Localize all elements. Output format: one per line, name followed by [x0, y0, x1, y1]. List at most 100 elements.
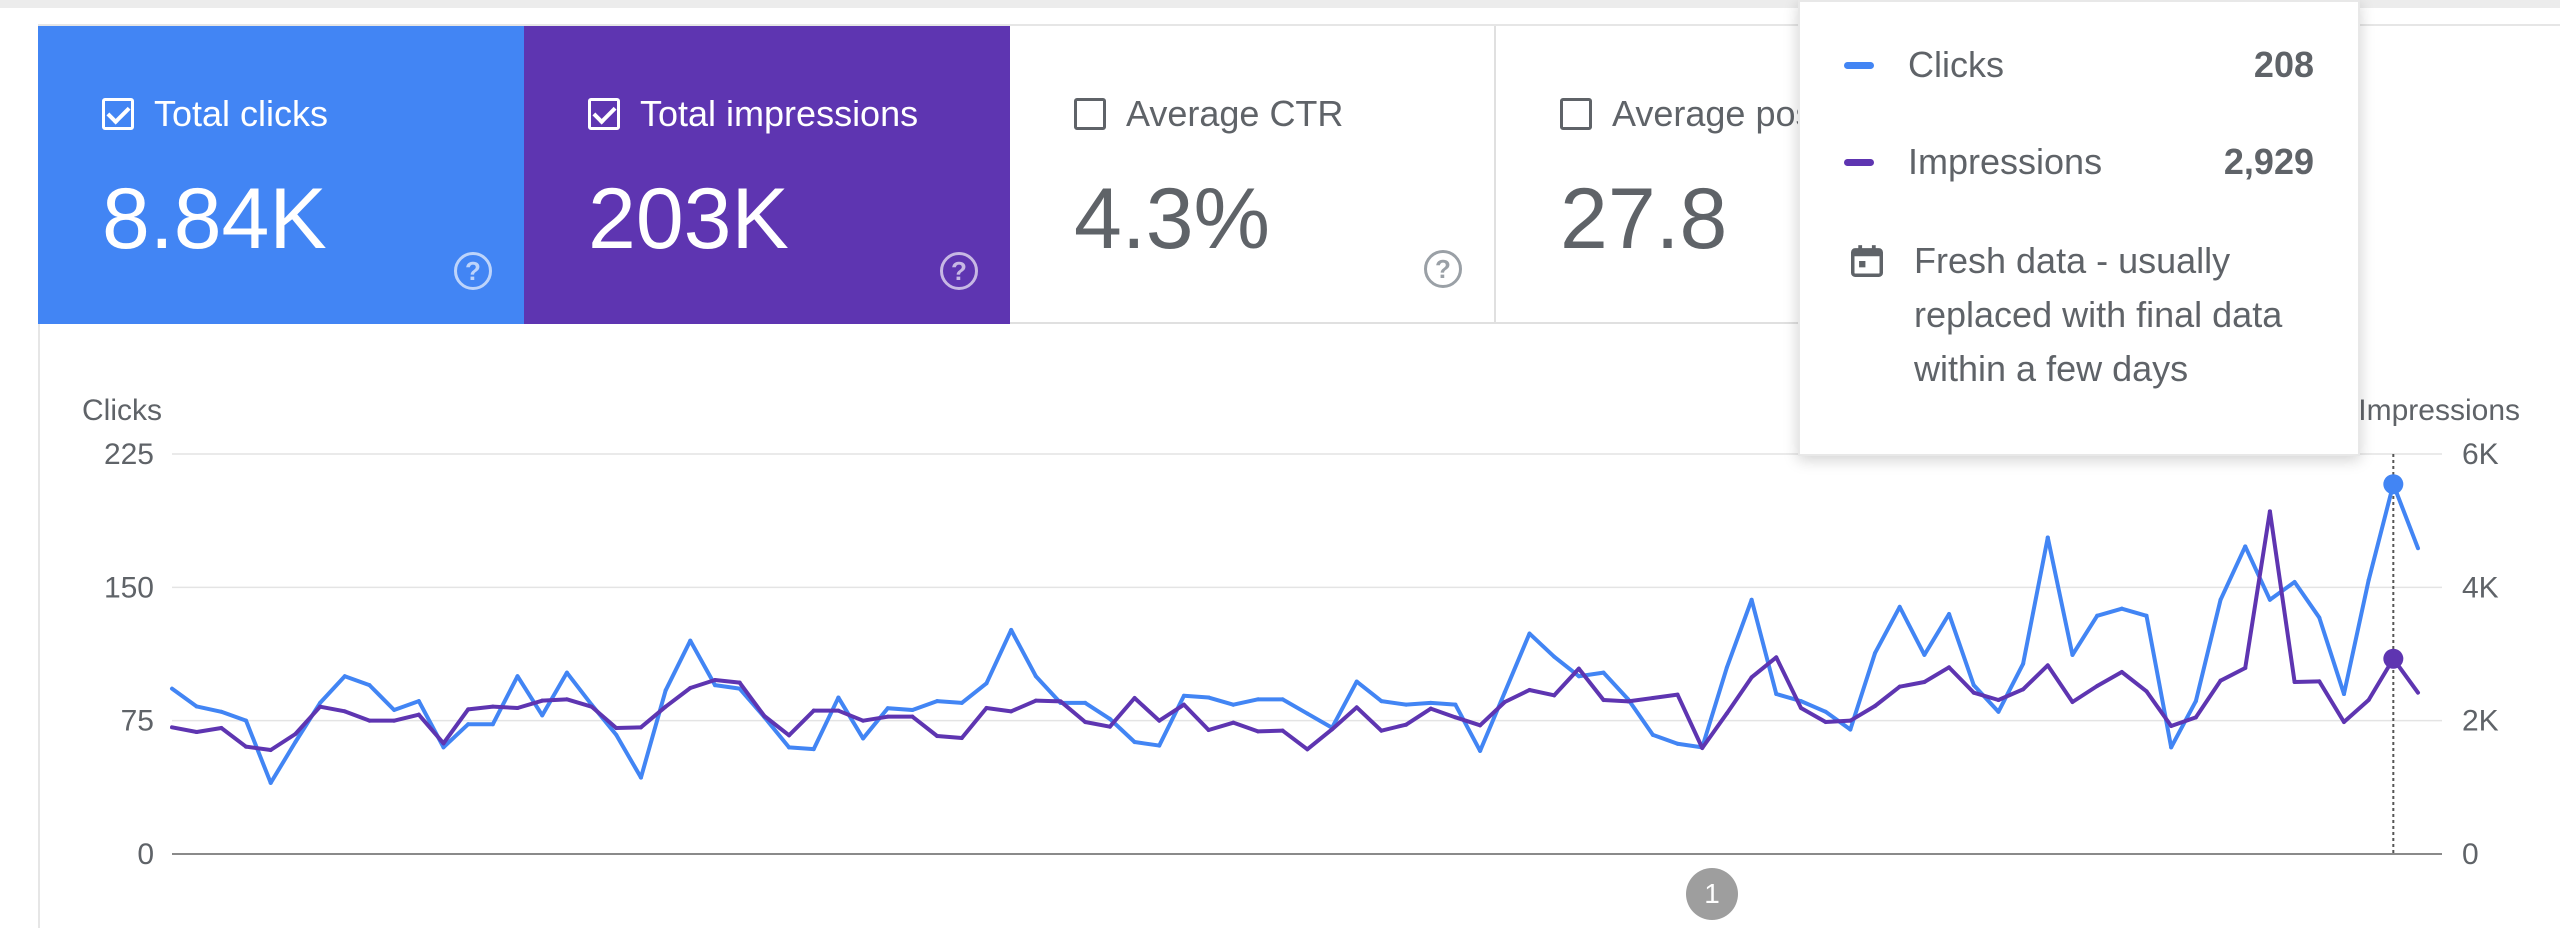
y-tick-label-right: 2K	[2462, 705, 2499, 738]
clicks-line-segment	[2070, 613, 2100, 657]
impressions-line-segment	[1897, 680, 1927, 689]
clicks-line-segment	[1947, 612, 1976, 688]
clicks-line-segment	[1724, 597, 1754, 670]
impressions-line-segment	[1009, 698, 1038, 714]
impressions-line-segment	[1873, 684, 1902, 708]
impressions-line-segment	[2045, 663, 2075, 704]
clicks-line-segment	[1206, 695, 1236, 707]
clicks-line-segment	[1700, 665, 1729, 750]
clicks-line-segment	[2095, 606, 2124, 618]
total-impressions-card[interactable]: Total impressions 203K ?	[524, 26, 1010, 324]
impressions-line-segment	[293, 704, 323, 736]
annotation-badge[interactable]: 1	[1686, 868, 1738, 920]
impressions-line-segment	[1330, 705, 1359, 732]
help-icon[interactable]: ?	[1424, 250, 1462, 288]
clicks-legend-swatch	[1844, 61, 1874, 69]
impressions-line-segment	[1576, 666, 1606, 702]
impressions-line-segment	[2292, 679, 2322, 684]
impressions-line-segment	[2095, 670, 2124, 688]
impressions-line-segment	[2144, 689, 2174, 728]
impressions-line-segment	[490, 704, 520, 710]
impressions-line-segment	[219, 726, 249, 749]
clicks-line-segment	[2119, 606, 2149, 618]
clicks-line-segment	[1453, 702, 1483, 753]
total-clicks-checkbox-icon[interactable]	[102, 98, 134, 130]
clicks-line-segment	[1527, 631, 1557, 659]
tooltip-row-clicks: Clicks 208	[1844, 44, 2314, 86]
clicks-line-segment	[885, 706, 915, 712]
clicks-point	[2383, 474, 2404, 495]
y-axis-label-right: Impressions	[2358, 394, 2520, 427]
impressions-line-segment	[1601, 698, 1631, 704]
total-impressions-label: Total impressions	[640, 93, 919, 134]
impressions-line-segment	[1354, 705, 1384, 733]
help-icon[interactable]: ?	[454, 252, 492, 290]
clicks-line-segment	[1428, 700, 1458, 707]
clicks-line-segment	[836, 695, 866, 741]
data-tooltip: Clicks 208 Impressions 2,929 Fresh data …	[1798, 0, 2360, 456]
clicks-line-segment	[1502, 631, 1532, 695]
impressions-line-segment	[861, 714, 890, 723]
impressions-line-segment	[2341, 698, 2371, 724]
average-position-checkbox-icon[interactable]	[1560, 98, 1592, 130]
impressions-line-segment	[564, 697, 594, 709]
total-clicks-label: Total clicks	[154, 93, 329, 134]
impressions-line-segment	[1379, 722, 1409, 733]
impressions-line-segment	[1724, 675, 1754, 716]
average-position-value: 27.8	[1560, 171, 1728, 267]
impressions-line-segment	[959, 706, 989, 740]
clicks-line-segment	[392, 699, 421, 712]
impressions-line-segment	[392, 712, 421, 723]
y-tick-label-right: 0	[2462, 838, 2479, 871]
clicks-line-segment	[1354, 679, 1384, 704]
clicks-line-segment	[811, 695, 841, 752]
clicks-line-segment	[2292, 580, 2322, 620]
clicks-line-segment	[1478, 690, 1507, 753]
impressions-line-segment	[1823, 718, 1853, 724]
clicks-line-segment	[712, 683, 742, 691]
impressions-line-segment	[2193, 678, 2223, 720]
clicks-line-segment	[2391, 482, 2420, 551]
clicks-line-segment	[762, 715, 792, 750]
total-clicks-card[interactable]: Total clicks 8.84K ?	[38, 26, 524, 324]
impressions-line-segment	[1650, 692, 1680, 700]
impressions-legend-swatch	[1844, 158, 1874, 166]
impressions-line-segment	[1428, 706, 1458, 720]
y-tick-label-left: 75	[121, 705, 154, 738]
impressions-line-segment	[1848, 704, 1878, 723]
impressions-line-segment	[2317, 679, 2346, 724]
y-tick-label-right: 4K	[2462, 571, 2499, 604]
clicks-line-segment	[935, 699, 964, 705]
impressions-line-segment	[737, 680, 767, 718]
clicks-line-segment	[441, 722, 471, 750]
clicks-line-segment	[1601, 670, 1631, 702]
clicks-line-segment	[1280, 697, 1310, 716]
clicks-line-segment	[268, 740, 298, 785]
impressions-line-segment	[1947, 665, 1976, 695]
total-impressions-checkbox-icon[interactable]	[588, 98, 620, 130]
clicks-line-segment	[367, 683, 397, 712]
fresh-data-note: Fresh data - usually replaced with final…	[1844, 234, 2328, 396]
impressions-line-segment	[170, 725, 199, 734]
y-tick-label-left: 150	[104, 571, 154, 604]
impressions-line-segment	[2169, 715, 2198, 728]
average-ctr-checkbox-icon[interactable]	[1074, 98, 1106, 130]
impressions-line-segment	[2021, 663, 2050, 692]
help-icon[interactable]: ?	[940, 252, 978, 290]
clicks-line-segment	[1971, 683, 2001, 714]
tooltip-label: Clicks	[1908, 44, 2004, 85]
clicks-line-segment	[1675, 741, 1705, 750]
impressions-line-segment	[984, 706, 1014, 714]
clicks-line-segment	[540, 670, 569, 718]
clicks-line-segment	[787, 745, 816, 752]
clicks-line-segment	[1650, 732, 1680, 746]
impressions-line-segment	[1502, 688, 1532, 704]
impressions-line-segment	[1527, 688, 1557, 698]
average-ctr-card[interactable]: Average CTR 4.3% ?	[1010, 26, 1496, 324]
impressions-line-segment	[614, 725, 643, 730]
impressions-line-segment	[416, 712, 446, 746]
clicks-line-segment	[1009, 628, 1038, 679]
impressions-line-segment	[2119, 670, 2149, 694]
clicks-line-segment	[1181, 693, 1211, 700]
